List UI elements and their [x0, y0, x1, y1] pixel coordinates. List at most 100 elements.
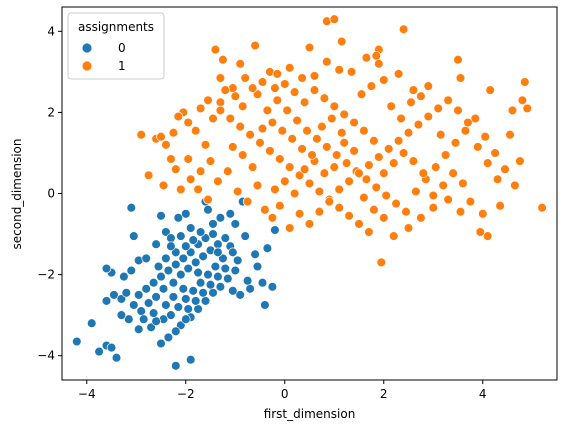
point-series-0-23 [181, 209, 190, 218]
point-series-1-106 [243, 197, 252, 206]
point-series-1-139 [449, 169, 458, 178]
point-series-1-122 [394, 136, 403, 145]
point-series-1-61 [451, 138, 460, 147]
point-series-1-112 [295, 209, 304, 218]
point-series-1-6 [305, 43, 314, 52]
y-tick-label-1: −2 [37, 268, 55, 282]
point-series-1-49 [332, 151, 341, 160]
point-series-1-113 [305, 220, 314, 229]
point-series-1-135 [538, 203, 547, 212]
point-series-1-138 [459, 179, 468, 188]
point-series-1-4 [211, 45, 220, 54]
point-series-1-183 [318, 122, 327, 131]
point-series-1-189 [248, 163, 257, 172]
point-series-0-7 [129, 232, 138, 241]
y-tick-label-0: −4 [37, 349, 55, 363]
point-series-1-101 [194, 185, 203, 194]
point-series-1-32 [137, 130, 146, 139]
point-series-0-12 [120, 272, 129, 281]
point-series-1-129 [464, 118, 473, 127]
point-series-1-53 [372, 183, 381, 192]
point-series-1-73 [429, 203, 438, 212]
point-series-0-61 [181, 295, 190, 304]
point-series-0-44 [144, 299, 153, 308]
point-series-0-112 [231, 220, 240, 229]
point-series-0-58 [204, 270, 213, 279]
point-series-0-49 [184, 264, 193, 273]
point-series-0-97 [214, 248, 223, 257]
point-series-0-95 [167, 242, 176, 251]
point-series-1-173 [320, 169, 329, 178]
point-series-1-55 [392, 199, 401, 208]
point-series-1-62 [461, 126, 470, 135]
point-series-1-197 [367, 82, 376, 91]
point-series-1-10 [454, 55, 463, 64]
point-series-1-36 [201, 140, 210, 149]
x-tick-label-0: −4 [78, 387, 96, 401]
point-series-0-83 [149, 278, 158, 287]
point-series-1-166 [174, 112, 183, 121]
point-series-0-47 [169, 278, 178, 287]
point-series-1-109 [268, 213, 277, 222]
point-series-1-145 [389, 159, 398, 168]
point-series-0-48 [176, 270, 185, 279]
point-series-1-127 [444, 96, 453, 105]
point-series-0-109 [258, 278, 267, 287]
point-series-1-31 [157, 132, 166, 141]
point-series-1-71 [456, 207, 465, 216]
point-series-1-90 [246, 130, 255, 139]
point-series-0-39 [164, 333, 173, 342]
point-series-1-162 [221, 86, 230, 95]
point-series-1-192 [387, 102, 396, 111]
point-series-0-60 [189, 286, 198, 295]
point-series-0-57 [211, 262, 220, 271]
legend-marker-1 [82, 61, 92, 71]
point-series-0-41 [134, 325, 143, 334]
point-series-1-157 [271, 84, 280, 93]
point-series-1-144 [399, 149, 408, 158]
point-series-0-101 [199, 288, 208, 297]
point-series-1-69 [478, 209, 487, 218]
point-series-0-4 [107, 343, 116, 352]
point-series-1-193 [397, 114, 406, 123]
point-series-0-45 [152, 293, 161, 302]
point-series-1-78 [365, 228, 374, 237]
point-series-0-96 [209, 230, 218, 239]
point-series-1-161 [231, 92, 240, 101]
point-series-1-154 [300, 98, 309, 107]
point-series-1-37 [209, 114, 218, 123]
point-series-1-20 [310, 72, 319, 81]
y-tick-label-4: 4 [47, 24, 55, 38]
point-series-1-133 [506, 130, 515, 139]
point-series-1-171 [300, 165, 309, 174]
point-series-1-176 [350, 147, 359, 156]
point-series-0-85 [134, 291, 143, 300]
point-series-0-75 [228, 248, 237, 257]
point-series-1-130 [473, 143, 482, 152]
point-series-0-27 [216, 213, 225, 222]
point-series-1-174 [330, 163, 339, 172]
point-series-1-110 [275, 201, 284, 210]
point-series-1-48 [322, 143, 331, 152]
point-series-0-102 [191, 297, 200, 306]
point-series-1-1 [330, 15, 339, 24]
point-series-1-195 [417, 92, 426, 101]
point-series-1-203 [436, 130, 445, 139]
point-series-0-17 [142, 254, 151, 263]
point-series-1-93 [216, 106, 225, 115]
point-series-1-184 [327, 114, 336, 123]
point-series-0-33 [243, 276, 252, 285]
point-series-1-17 [273, 70, 282, 79]
y-tick-label-2: 0 [47, 187, 55, 201]
point-series-1-117 [345, 177, 354, 186]
point-series-1-164 [196, 104, 205, 113]
point-series-0-90 [181, 242, 190, 251]
point-series-1-134 [516, 157, 525, 166]
point-series-1-86 [285, 163, 294, 172]
point-series-0-91 [189, 236, 198, 245]
point-series-0-30 [253, 262, 262, 271]
point-series-0-5 [112, 353, 121, 362]
point-series-0-119 [181, 315, 190, 324]
point-series-1-167 [162, 140, 171, 149]
point-series-1-123 [404, 128, 413, 137]
